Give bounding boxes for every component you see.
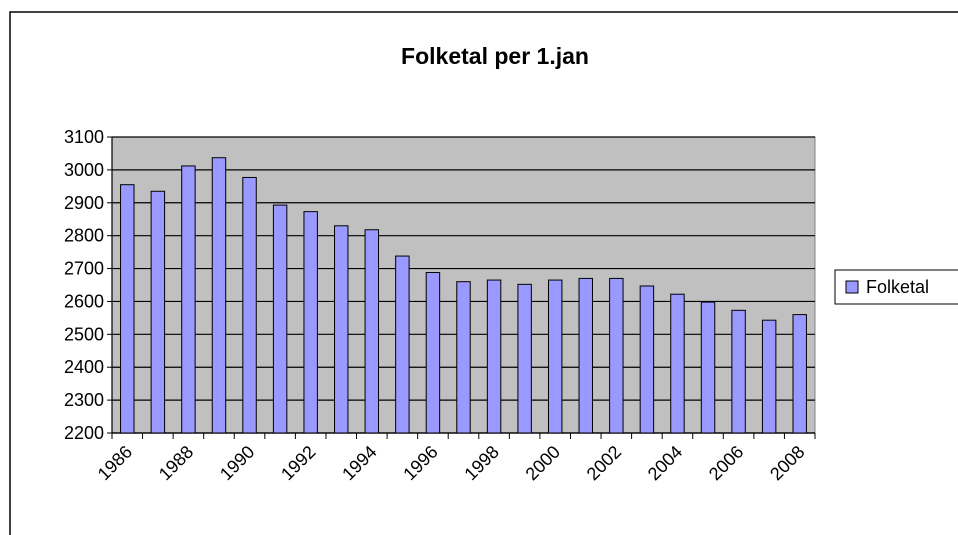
bar	[578, 277, 593, 434]
bar	[395, 255, 410, 434]
chart-title: Folketal per 1.jan	[401, 43, 589, 69]
y-tick-label: 3100	[64, 127, 104, 147]
bar	[181, 165, 196, 434]
bar	[211, 157, 227, 434]
y-tick-label: 2700	[64, 259, 104, 279]
bar	[731, 309, 746, 434]
bar	[364, 229, 380, 434]
bar	[700, 301, 716, 434]
bar	[517, 283, 532, 434]
y-tick-label: 2800	[64, 226, 104, 246]
y-tick-label: 2900	[64, 193, 104, 213]
bar	[456, 281, 471, 434]
bar	[242, 176, 257, 434]
bar	[120, 184, 135, 434]
bar	[272, 204, 288, 434]
y-tick-label: 2600	[64, 291, 104, 311]
legend-label: Folketal	[866, 277, 929, 297]
bar	[486, 279, 502, 434]
y-tick-label: 2400	[64, 357, 104, 377]
y-tick-label: 3000	[64, 160, 104, 180]
y-tick-label: 2200	[64, 423, 104, 443]
bar	[334, 225, 349, 434]
legend-swatch	[845, 280, 859, 294]
bar	[609, 277, 624, 434]
bar	[639, 285, 655, 434]
bar	[150, 190, 166, 434]
bar	[792, 314, 807, 434]
bar	[761, 319, 777, 434]
bar	[670, 293, 685, 434]
bar	[425, 272, 441, 434]
bar	[547, 279, 563, 434]
bar	[303, 211, 318, 434]
y-tick-label: 2300	[64, 390, 104, 410]
y-tick-label: 2500	[64, 324, 104, 344]
